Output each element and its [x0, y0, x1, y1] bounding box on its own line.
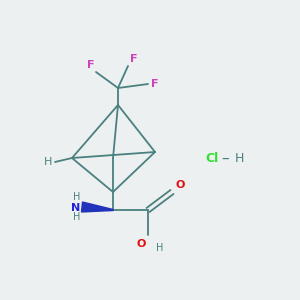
Text: F: F [86, 60, 94, 70]
Text: –: – [221, 151, 229, 166]
Text: Cl: Cl [205, 152, 218, 164]
Text: O: O [175, 180, 184, 190]
Text: H: H [73, 212, 80, 222]
Text: F: F [130, 54, 137, 64]
Text: H: H [156, 243, 164, 253]
Text: O: O [136, 239, 146, 249]
Text: N: N [71, 203, 80, 213]
Text: H: H [73, 192, 80, 202]
Text: H: H [44, 157, 52, 167]
Text: H: H [235, 152, 244, 164]
Polygon shape [82, 202, 113, 212]
Text: F: F [151, 79, 158, 89]
